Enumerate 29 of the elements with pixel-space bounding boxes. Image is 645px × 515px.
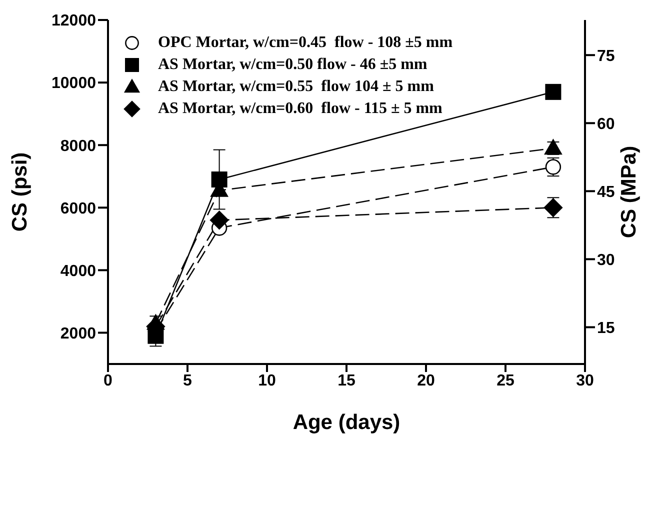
x-tick-label: 5 xyxy=(183,372,192,390)
y-axis-title: CS (psi) xyxy=(8,152,32,232)
y-tick-label: 10000 xyxy=(52,75,96,92)
point xyxy=(544,198,563,218)
y-tick-label: 4000 xyxy=(60,262,96,280)
y2-tick-label: 75 xyxy=(597,48,615,65)
point xyxy=(210,210,229,230)
point xyxy=(545,84,562,100)
x-tick-label: 30 xyxy=(576,372,594,390)
y-tick-label: 12000 xyxy=(52,12,96,30)
legend-label: AS Mortar, w/cm=0.50 flow - 46 ±5 mm xyxy=(158,56,428,74)
y-tick-label: 6000 xyxy=(60,200,96,218)
legend-label: AS Mortar, w/cm=0.55 flow 104 ± 5 mm xyxy=(158,78,434,96)
x-axis-title: Age (days) xyxy=(292,411,400,434)
y2-tick-label: 15 xyxy=(597,320,615,337)
y2-tick-label: 30 xyxy=(597,252,615,269)
x-tick-label: 0 xyxy=(104,372,113,390)
y2-tick-label: 60 xyxy=(597,116,615,133)
x-tick-label: 20 xyxy=(417,372,435,390)
x-tick-label: 15 xyxy=(338,372,356,390)
y-tick-label: 8000 xyxy=(60,138,96,155)
legend-label: AS Mortar, w/cm=0.60 flow - 115 ± 5 mm xyxy=(158,100,442,118)
y2-tick-label: 45 xyxy=(597,184,615,201)
x-tick-label: 25 xyxy=(496,372,514,390)
y2-axis-title: CS (MPa) xyxy=(618,146,640,238)
x-tick-label: 10 xyxy=(258,372,276,390)
legend-label: OPC Mortar, w/cm=0.45 flow - 108 ±5 mm xyxy=(158,34,453,52)
point xyxy=(211,171,228,188)
y-tick-label: 2000 xyxy=(60,325,96,342)
